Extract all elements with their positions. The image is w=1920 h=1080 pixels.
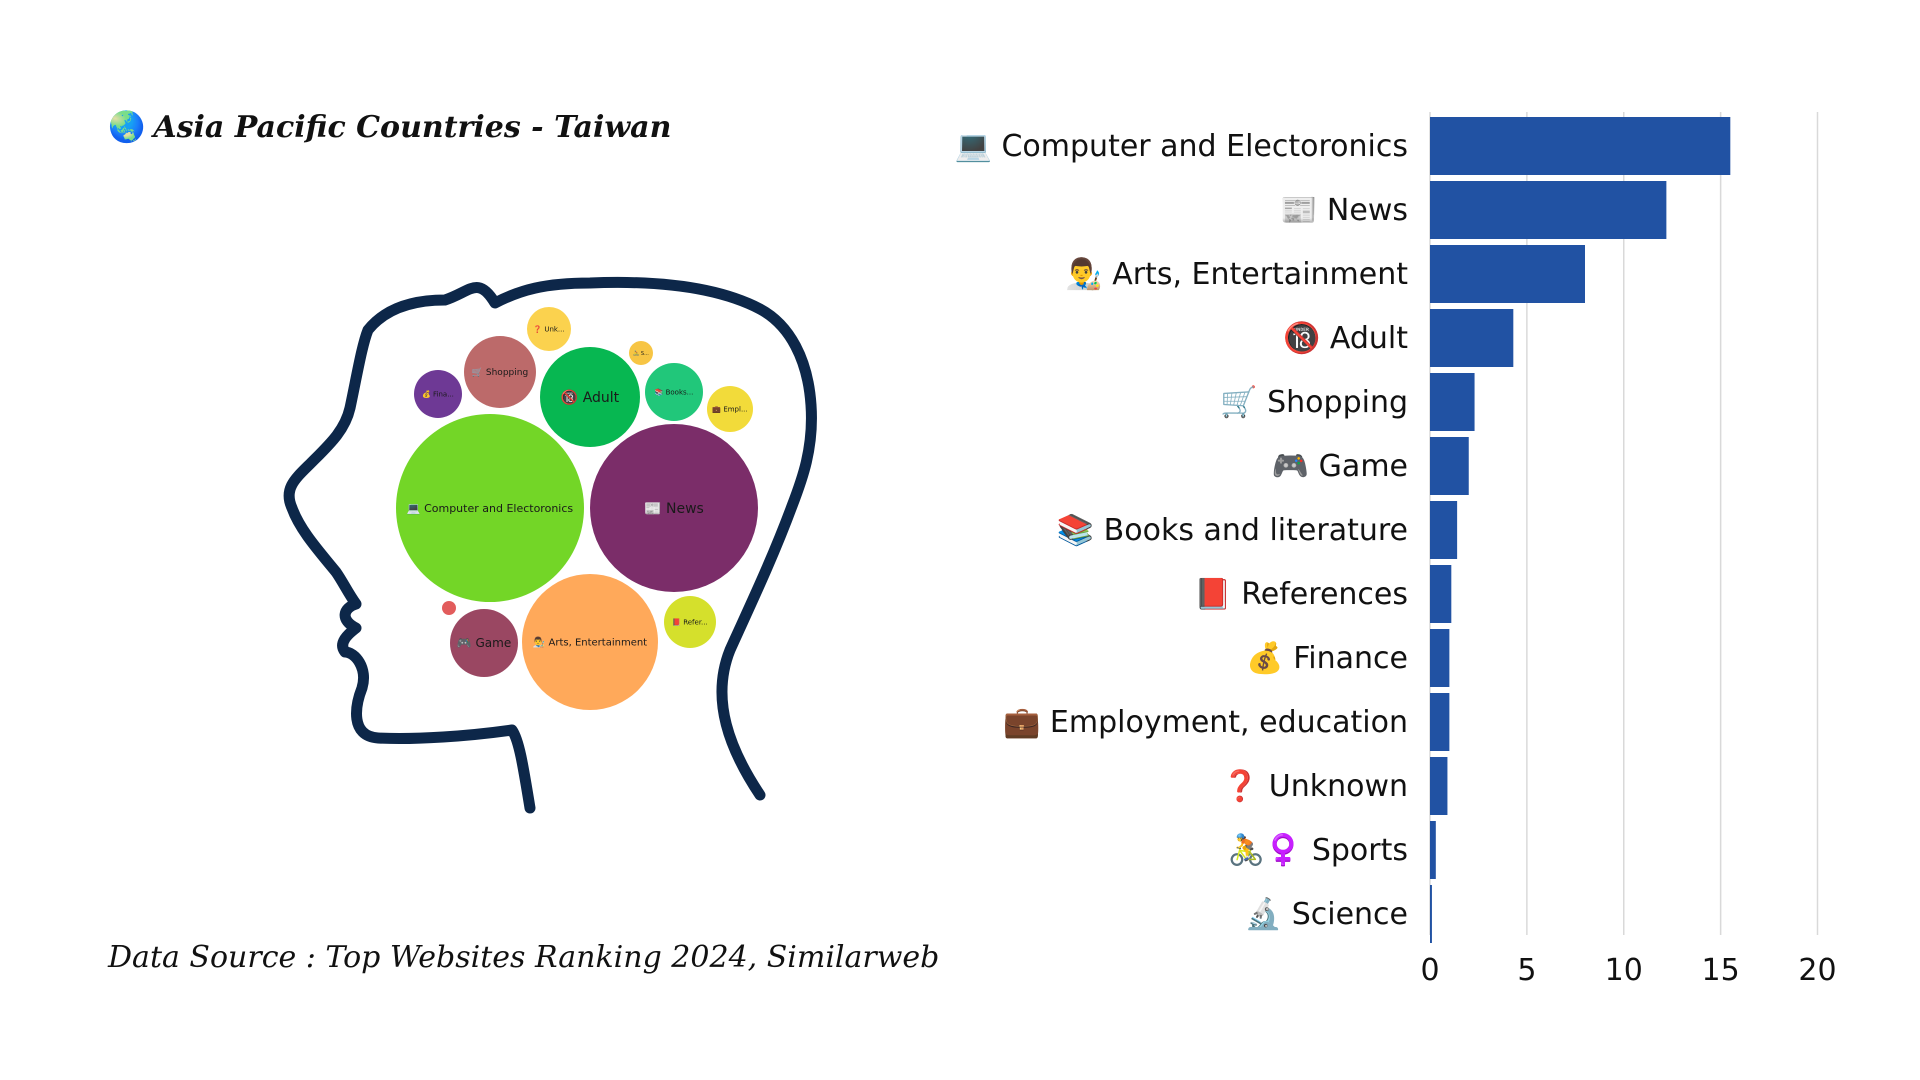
bar (1430, 693, 1450, 751)
bubble-label: ❓ Unk... (533, 324, 564, 333)
bar (1430, 885, 1432, 943)
bubble (414, 370, 462, 418)
bubble-label: 💼 Empl... (712, 405, 747, 413)
bubble-label: 🛒 Shopping (472, 366, 528, 378)
category-label: 🚴♀️ Sports (1228, 832, 1408, 868)
x-tick-label: 20 (1798, 953, 1836, 988)
category-label: 🔬 Science (1245, 895, 1408, 932)
bubble (540, 347, 640, 447)
bubble (664, 596, 716, 648)
globe-icon: 🌏 (108, 109, 146, 145)
category-label: 📕 References (1194, 577, 1408, 612)
category-label: 💰 Finance (1246, 640, 1408, 676)
category-label: 💻 Computer and Electoronics (955, 129, 1408, 164)
title-text: Asia Pacific Countries - Taiwan (153, 109, 672, 145)
bubble (629, 341, 653, 365)
bubble (590, 424, 758, 592)
bubble (396, 414, 584, 602)
bubble (522, 574, 658, 710)
bar (1430, 245, 1585, 303)
category-label: ❓ Unknown (1222, 768, 1408, 804)
head-outline (283, 276, 817, 814)
category-label: 🔞 Adult (1283, 320, 1408, 356)
bar (1430, 565, 1452, 623)
bubble-label: 🔞 Adult (561, 389, 620, 406)
bar (1430, 181, 1667, 239)
bubble (464, 336, 536, 408)
bar (1430, 117, 1731, 175)
x-tick-label: 0 (1420, 953, 1439, 988)
bubble-label: 💻 Computer and Electoronics (407, 502, 574, 515)
bubble-label: 📰 News (644, 501, 704, 517)
category-label: 📚 Books and literature (1057, 513, 1408, 548)
bar (1430, 501, 1458, 559)
x-tick-label: 5 (1517, 953, 1536, 988)
bubble-label: 🚴 S... (633, 350, 649, 357)
bar (1430, 757, 1448, 815)
bubble-label: 🎮 Game (457, 636, 511, 650)
category-label: 🎮 Game (1272, 449, 1408, 484)
x-tick-label: 10 (1605, 953, 1643, 988)
bubble-label: 📚 Books... (655, 387, 694, 396)
bubble-label: 👨‍🎨 Arts, Entertainment (533, 636, 647, 649)
bubble (527, 307, 571, 351)
bubble (707, 386, 753, 432)
bar (1430, 821, 1436, 879)
bubble-label: 💰 Fina... (422, 389, 454, 398)
bar (1430, 629, 1450, 687)
category-label: 💼 Employment, education (1003, 705, 1408, 740)
bubble-label: 📕 Refer... (672, 617, 707, 626)
bubble (450, 609, 518, 677)
chart-title: 🌏 Asia Pacific Countries - Taiwan (108, 106, 671, 148)
category-label: 🛒 Shopping (1220, 384, 1408, 420)
bubble (442, 601, 456, 615)
category-label: 👨‍🎨 Arts, Entertainment (1065, 256, 1408, 292)
bar (1430, 437, 1469, 495)
x-tick-label: 15 (1702, 953, 1740, 988)
data-source-note: Data Source : Top Websites Ranking 2024,… (108, 940, 940, 975)
bubble (645, 363, 703, 421)
bar (1430, 373, 1475, 431)
bubbles-group: 💻 Computer and Electoronics 📰 News 👨‍🎨 Art… (396, 307, 758, 710)
bar (1430, 309, 1514, 367)
category-label: 📰 News (1280, 193, 1408, 228)
